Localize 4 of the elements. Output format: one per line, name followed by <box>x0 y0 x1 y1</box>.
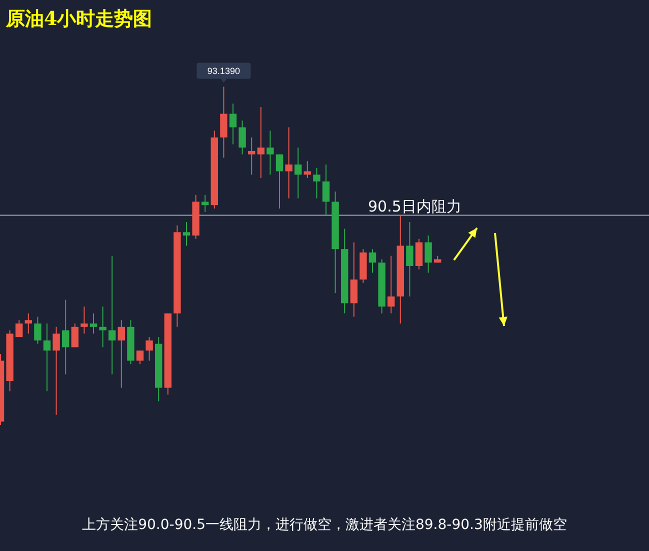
chart-title: 原油4小时走势图 <box>5 8 152 30</box>
ref-line-label: 90.5日内阻力 <box>368 197 462 216</box>
text: 上方关注90.0-90.5一线阻力，进行做空，激进者关注89.8-90.3附近提前做空 <box>82 517 567 533</box>
annotation: 93.1390 <box>207 66 240 76</box>
